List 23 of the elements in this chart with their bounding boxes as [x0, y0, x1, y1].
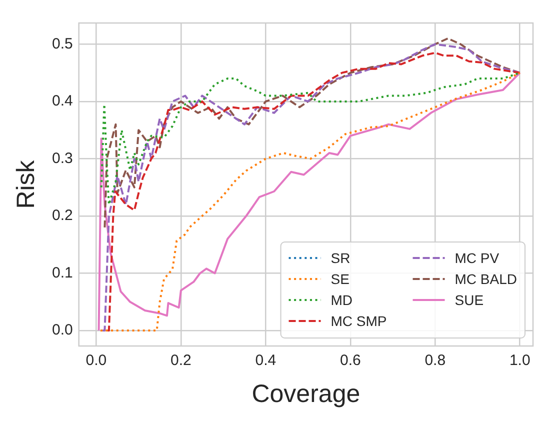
y-tick-label: 0.0 [52, 322, 73, 339]
legend-label: SUE [454, 292, 484, 308]
legend-label: MC SMP [330, 312, 387, 329]
y-tick-label: 0.1 [52, 264, 73, 282]
legend-label: SE [330, 270, 350, 287]
x-axis-title: Coverage [252, 380, 360, 408]
x-tick-label: 0.0 [86, 352, 107, 370]
y-tick-label: 0.5 [52, 35, 73, 52]
line-series [100, 72, 521, 206]
y-axis-title: Risk [12, 160, 40, 209]
y-tick-label: 0.3 [52, 150, 73, 167]
x-tick-label: 0.2 [170, 352, 192, 370]
legend-label: MC BALD [454, 270, 517, 287]
y-tick-label: 0.2 [52, 207, 73, 224]
legend-label: SR [330, 250, 350, 266]
x-tick-label: 1.0 [509, 352, 530, 370]
x-tick-label: 0.8 [424, 352, 446, 370]
legend-label: MD [330, 292, 353, 308]
legend-label: MC PV [454, 250, 500, 266]
y-tick-label: 0.4 [52, 92, 73, 110]
x-tick-label: 0.4 [255, 352, 276, 370]
x-tick-label: 0.6 [340, 352, 361, 370]
line-series [104, 37, 521, 228]
